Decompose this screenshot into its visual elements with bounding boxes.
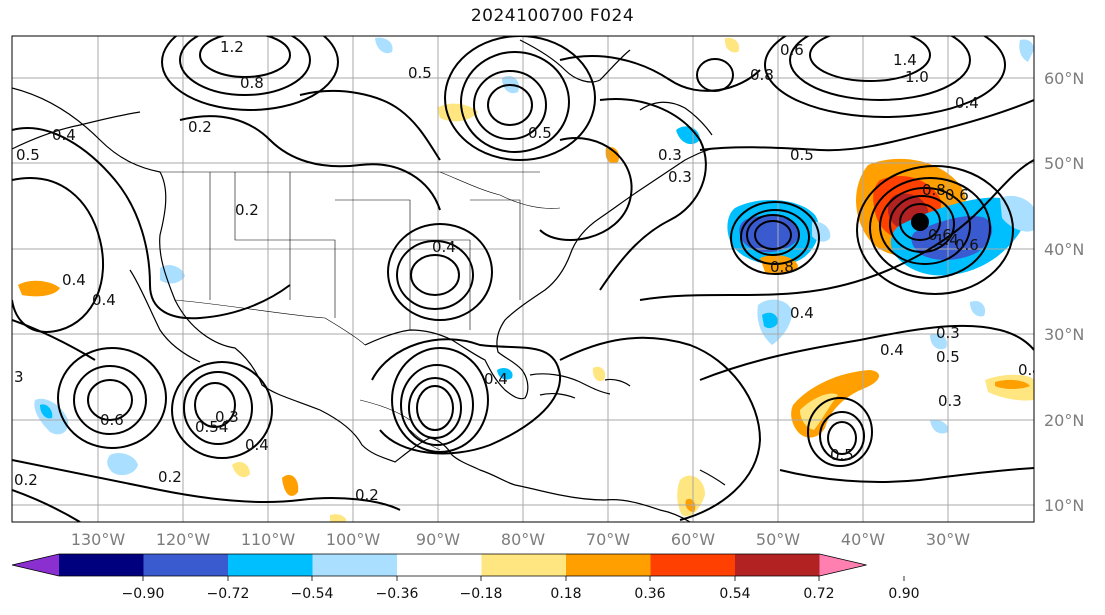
- graticule: [12, 36, 1034, 522]
- contour-label: 0.2: [235, 201, 259, 219]
- contour-label: 0.5: [936, 348, 960, 366]
- longitude-label: 120°W: [156, 530, 211, 549]
- colorbar-max-extension: [819, 554, 867, 576]
- contour-label: 0.4: [52, 126, 76, 144]
- contour-label: 0.4: [432, 238, 456, 256]
- contour-label: 0.8: [922, 181, 946, 199]
- contour-label: 0.8: [770, 258, 794, 276]
- latitude-labels: 60°N 50°N 40°N 30°N 20°N 10°N: [1044, 69, 1084, 515]
- colorbar-min-extension: [12, 554, 59, 576]
- colorbar-segment: [481, 554, 567, 576]
- longitude-label: 40°W: [841, 530, 885, 549]
- coastlines: [12, 39, 726, 522]
- contour-label: 0.6: [955, 236, 979, 254]
- contour-label: 1.4: [893, 51, 917, 69]
- contour-labels: 1.2 0.8 0.5 0.4 0.2 0.5 0.3 0.4 0.4 0.4 …: [14, 38, 1042, 504]
- colorbar-tick-label: −0.18: [460, 586, 503, 602]
- contour-label: 0.2: [14, 471, 38, 489]
- contour-label: 0.4: [880, 341, 904, 359]
- contour-label: 0.4: [955, 94, 979, 112]
- colorbar-segment: [650, 554, 736, 576]
- contour-label: 0.2: [188, 118, 212, 136]
- storm-center-marker: [911, 213, 929, 231]
- colorbar-tick-label: −0.54: [291, 586, 334, 602]
- colorbar-segment: [566, 554, 652, 576]
- contour-label: 0.54: [195, 418, 228, 436]
- contour-label: 0.6: [945, 186, 969, 204]
- colorbar-tick-label: 0.72: [803, 586, 834, 602]
- longitude-label: 70°W: [586, 530, 630, 549]
- colorbar: −0.90 −0.72 −0.54 −0.36 −0.18 0.18 0.36 …: [11, 553, 920, 602]
- contour-label: 0.6: [100, 411, 124, 429]
- contour-label: 0.5: [408, 64, 432, 82]
- contour-label: 3: [14, 368, 24, 386]
- longitude-label: 90°W: [416, 530, 460, 549]
- contour-label: 0.4: [92, 291, 116, 309]
- contour-label: 0.8: [750, 66, 774, 84]
- contour-label: 0.5: [16, 146, 40, 164]
- contour-label: 1.0: [905, 68, 929, 86]
- colorbar-tick-label: −0.72: [207, 586, 250, 602]
- contour-label: 0.4: [1018, 361, 1042, 379]
- contour-label: 0.6: [780, 41, 804, 59]
- colorbar-segment: [228, 554, 314, 576]
- latitude-label: 20°N: [1044, 411, 1084, 430]
- colorbar-segment: [143, 554, 229, 576]
- contour-label: 0.3: [658, 146, 682, 164]
- contour-label: 0.4: [484, 370, 508, 388]
- contour-label: 0.5: [790, 146, 814, 164]
- colorbar-tick-label: −0.90: [122, 586, 165, 602]
- colorbar-segment: [312, 554, 398, 576]
- longitude-label: 130°W: [71, 530, 126, 549]
- contour-label: 0.5: [528, 124, 552, 142]
- colorbar-tick-label: 0.90: [888, 586, 919, 602]
- contour-label: 0.4: [245, 436, 269, 454]
- contour-label: 0.2: [355, 486, 379, 504]
- latitude-label: 50°N: [1044, 154, 1084, 173]
- map-frame: [11, 35, 1035, 523]
- political-borders: [160, 171, 561, 451]
- contour-label: 0.3: [668, 168, 692, 186]
- latitude-label: 10°N: [1044, 496, 1084, 515]
- latitude-label: 30°N: [1044, 325, 1084, 344]
- contour-label: 0.4: [790, 304, 814, 322]
- colorbar-tick-label: 0.54: [719, 586, 750, 602]
- longitude-label: 80°W: [501, 530, 545, 549]
- longitude-labels: 130°W 120°W 110°W 100°W 90°W 80°W 70°W 6…: [71, 530, 970, 549]
- contour-label: 0.4: [62, 271, 86, 289]
- contour-label: 0.3: [215, 408, 239, 426]
- colorbar-segment: [397, 554, 483, 576]
- contour-label: 0.2: [158, 468, 182, 486]
- contour-label: 1.4: [935, 231, 959, 249]
- longitude-label: 50°W: [756, 530, 800, 549]
- colorbar-tick-label: −0.36: [376, 586, 419, 602]
- colorbar-tick-label: 0.36: [634, 586, 665, 602]
- colorbar-segment: [735, 554, 821, 576]
- contour-label: 0.6: [928, 226, 952, 244]
- colorbar-tick-label: 0.18: [550, 586, 581, 602]
- contour-label: 1.2: [220, 38, 244, 56]
- longitude-label: 60°W: [671, 530, 715, 549]
- contour-label: 0.3: [938, 392, 962, 410]
- contour-label: 0.8: [240, 74, 264, 92]
- latitude-label: 60°N: [1044, 69, 1084, 88]
- longitude-label: 100°W: [326, 530, 381, 549]
- contour-lines: [12, 36, 1034, 522]
- longitude-label: 30°W: [926, 530, 970, 549]
- colorbar-segment: [59, 554, 145, 576]
- contour-label: 0.5: [830, 446, 854, 464]
- latitude-label: 40°N: [1044, 240, 1084, 259]
- longitude-label: 110°W: [241, 530, 296, 549]
- contour-label: 0.3: [936, 324, 960, 342]
- map-title: 2024100700 F024: [470, 6, 635, 26]
